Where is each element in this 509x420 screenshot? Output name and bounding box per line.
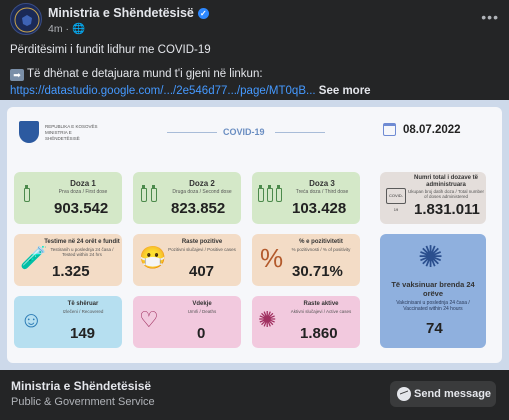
card-title: Vdekje [192,301,212,307]
card-subtitle: Umrli / Deaths [187,309,217,314]
page-footer: Ministria e Shëndetësisë Public & Govern… [0,370,509,420]
card-subtitle: Testiranih u poslednja 24 časa / Tested … [50,247,114,257]
card-title: Të shëruar [67,301,99,307]
virus-icon: ✺ [258,307,277,332]
post-text-line2: Të dhënat e detajuara mund t'i gjeni në … [27,68,263,80]
recovered-card: ☺ Të shëruar Izlečeni / Recovered 149 [14,296,122,348]
sick-person-icon: 😷 [139,245,167,270]
card-value: 1.831.011 [414,201,480,218]
more-options-icon[interactable]: ••• [481,9,499,25]
vaccine-vial-icon [267,185,273,202]
card-subtitle: Ukupan broj datih doza / Total number of… [408,189,484,199]
post-text-line1: Përditësimi i fundit lidhur me COVID-19 [10,44,211,56]
kosovo-coat-of-arms-icon [19,121,39,143]
vaccine-vial-icon [151,185,157,202]
card-value: 74 [426,320,443,337]
vaccine-vial-icon [141,185,147,202]
card-value: 1.325 [52,263,90,280]
post-text: Përditësimi i fundit lidhur me COVID-19 … [10,42,500,100]
post-header: Ministria e Shëndetësisë ✓ 4m · 🌐 ••• [0,0,509,40]
covid-label: COVID-19 [223,127,265,137]
card-title: Doza 2 [189,179,215,188]
post-time[interactable]: 4m [48,23,63,35]
virus-icon: ✺ [418,241,444,274]
card-title: Numri total i dozave të administruara [413,175,478,188]
card-title: Doza 3 [309,179,335,188]
card-value: 823.852 [171,200,226,217]
see-more-link[interactable]: See more [318,85,371,97]
heartbeat-icon: ♡ [139,307,159,332]
covid-infographic[interactable]: REPUBLIKA E KOSOVËS MINISTRIA E SHËNDETË… [0,100,509,370]
card-subtitle: Aktivni slučajevi / Active cases [290,309,352,314]
card-value: 30.71% [292,263,343,280]
footer-category: Public & Government Service [11,396,155,408]
card-title: Raste aktive [303,301,339,307]
card-title: Raste pozitive [181,239,223,245]
calendar-icon [383,123,396,136]
vaccine-vial-icon [258,185,264,202]
card-value: 903.542 [54,200,109,217]
send-message-label: Send message [414,388,492,400]
card-value: 1.860 [300,325,338,342]
test-tube-icon: 🧪 [20,245,48,270]
card-subtitle: Druga doza / Second dose [172,189,232,195]
card-title: % e pozitivitetit [299,239,343,245]
positivity-card: % % e pozitivitetit % pozitivnosti / % o… [252,234,360,286]
percent-icon: % [260,243,284,273]
healthy-person-icon: ☺ [20,307,43,332]
datastudio-link[interactable]: https://datastudio.google.com/.../2e546d… [10,85,316,97]
total-doses-card: COVID-19 Numri total i dozave të adminis… [380,172,486,224]
card-value: 103.428 [292,200,347,217]
vaccine-vial-icon [24,185,30,202]
post-meta: 4m · 🌐 [48,23,86,35]
card-subtitle: Vakcinisani u poslednja 24 časa / Vaccin… [396,300,470,312]
dose1-card: Doza 1 Prva doza / First dose 903.542 [14,172,122,224]
card-value: 407 [189,263,215,280]
card-title: Testime në 24 orët e fundit [44,239,120,245]
card-subtitle: % pozitivnosti / % of positivity [291,247,351,252]
vaccine-vial-icon [276,185,282,202]
verified-badge-icon: ✓ [197,8,209,19]
card-title: Doza 1 [70,179,96,188]
globe-icon: 🌐 [71,23,86,35]
vaccine-card-icon: COVID-19 [386,188,406,212]
card-subtitle: Izlečeni / Recovered [62,309,104,314]
page-avatar[interactable] [10,3,42,35]
card-title: Të vaksinuar brenda 24 orëve [391,280,475,298]
page-name-link[interactable]: Ministria e Shëndetësisë ✓ [48,6,209,20]
card-value: 149 [70,325,96,342]
report-date: 08.07.2022 [403,124,461,136]
send-message-button[interactable]: Send message [390,381,496,407]
card-subtitle: Treća doza / Third dose [295,189,349,195]
positive-cases-card: 😷 Raste pozitive Pozitivni slučajevi / P… [133,234,241,286]
messenger-icon [397,387,411,401]
kosovo-emblem-icon [14,7,40,33]
card-subtitle: Prva doza / First dose [58,189,108,195]
divider [275,132,325,133]
deaths-card: ♡ Vdekje Umrli / Deaths 0 [133,296,241,348]
card-value: 0 [197,325,206,342]
right-arrow-icon: ➡ [10,69,24,81]
divider [167,132,217,133]
infographic-panel: REPUBLIKA E KOSOVËS MINISTRIA E SHËNDETË… [7,107,502,363]
active-cases-card: ✺ Raste aktive Aktivni slučajevi / Activ… [252,296,360,348]
footer-page-name[interactable]: Ministria e Shëndetësisë [11,379,152,393]
dose3-card: Doza 3 Treća doza / Third dose 103.428 [252,172,360,224]
ministry-label: REPUBLIKA E KOSOVËS MINISTRIA E SHËNDETË… [45,124,98,141]
vaccinated-24h-card: ✺ Të vaksinuar brenda 24 orëve Vakcinisa… [380,234,486,348]
dose2-card: Doza 2 Druga doza / Second dose 823.852 [133,172,241,224]
tests-card: 🧪 Testime në 24 orët e fundit Testiranih… [14,234,122,286]
card-subtitle: Pozitivni slučajevi / Positive cases [168,247,236,252]
